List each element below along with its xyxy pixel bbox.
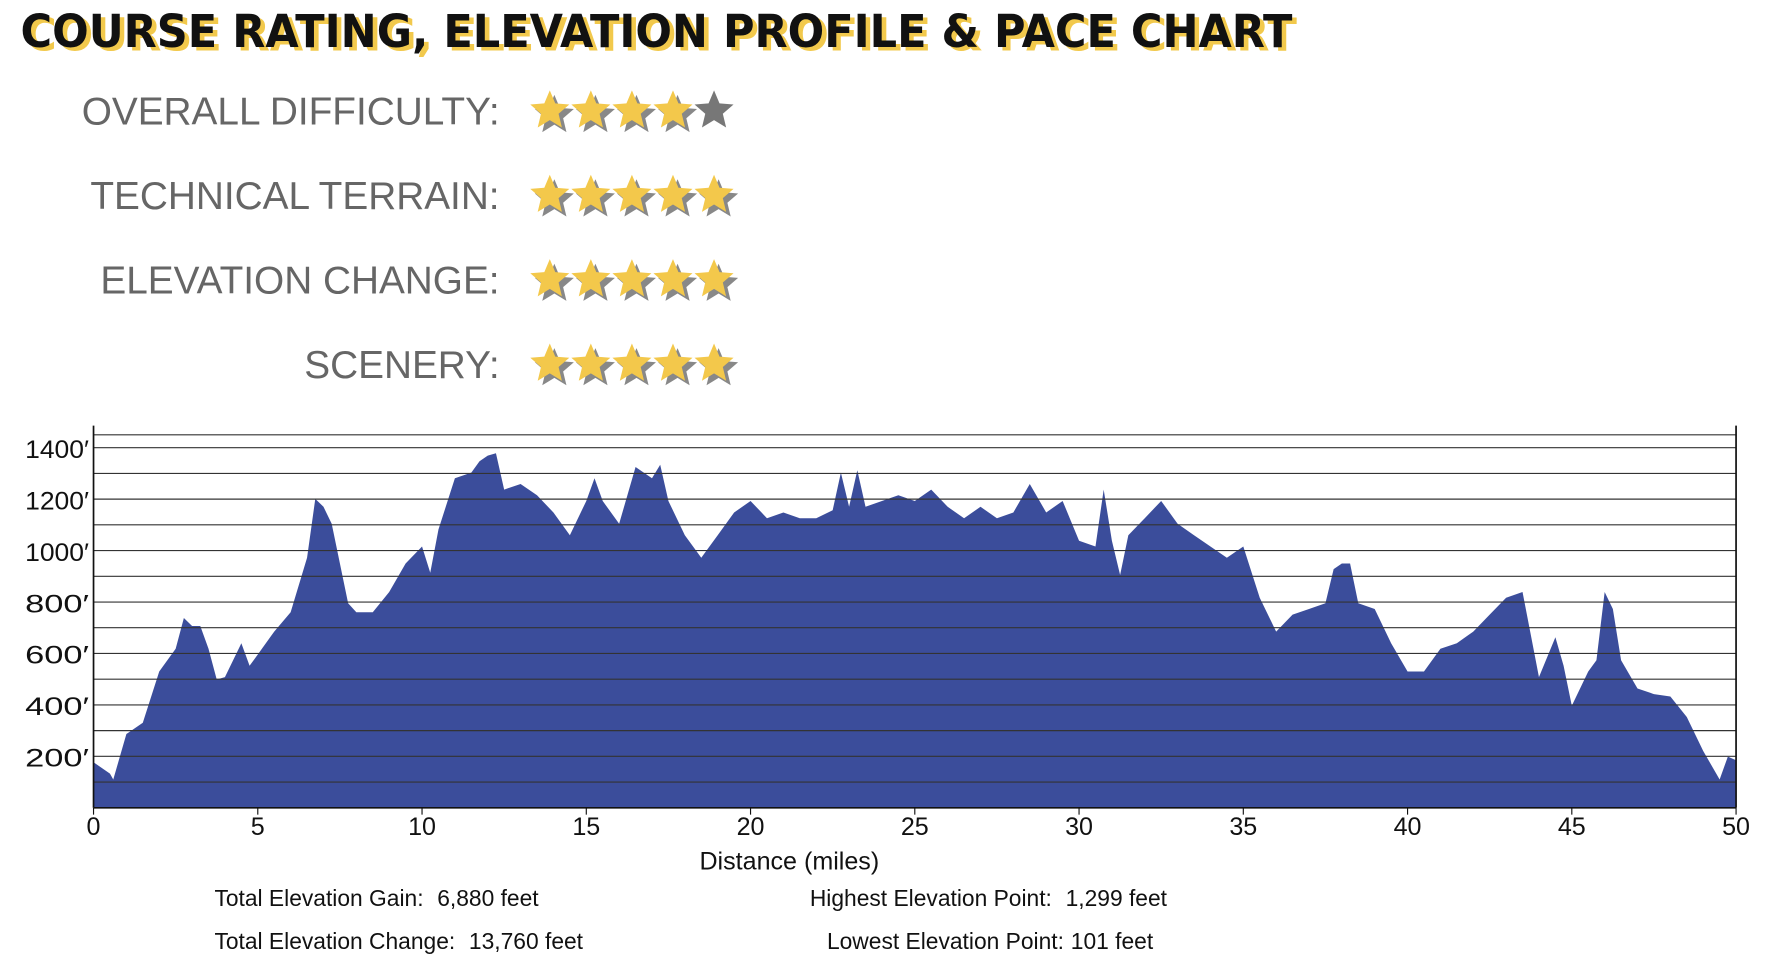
stat-value: 1,299 feet xyxy=(1066,885,1168,911)
x-tick-label: 35 xyxy=(1229,813,1257,841)
rating-label: ELEVATION CHANGE: xyxy=(100,259,499,302)
y-tick-label: 1000′ xyxy=(25,539,89,567)
stat-label: Total Elevation Gain: xyxy=(214,885,423,911)
stat: Lowest Elevation Point: 101 feet xyxy=(827,928,1154,954)
x-tick-label: 30 xyxy=(1065,813,1093,841)
star xyxy=(612,174,652,212)
y-tick-label: 400′ xyxy=(25,693,89,721)
x-tick-label: 0 xyxy=(87,813,101,841)
star xyxy=(530,343,570,381)
x-tick-label: 40 xyxy=(1394,813,1422,841)
y-tick-label: 200′ xyxy=(25,745,89,773)
rating-label: SCENERY: xyxy=(304,344,499,387)
elevation-area xyxy=(93,453,1737,808)
star xyxy=(571,259,611,297)
x-tick-label: 50 xyxy=(1722,813,1750,841)
x-tick-label: 5 xyxy=(251,813,265,841)
ratings: OVERALL DIFFICULTY: TECHNICAL TERRAIN: ELE… xyxy=(82,90,739,387)
x-tick-label: 15 xyxy=(572,813,600,841)
stat-label: Highest Elevation Point: xyxy=(810,885,1052,911)
star xyxy=(653,174,693,212)
rating-label: TECHNICAL TERRAIN: xyxy=(90,175,499,218)
star xyxy=(571,90,611,128)
star xyxy=(612,343,652,381)
x-tick-label: 10 xyxy=(408,813,436,841)
stat-value: 13,760 feet xyxy=(469,928,584,954)
star xyxy=(612,259,652,297)
x-tick-label: 25 xyxy=(901,813,929,841)
rating-label: OVERALL DIFFICULTY: xyxy=(82,91,500,134)
star xyxy=(571,343,611,381)
star xyxy=(653,259,693,297)
stat-label: Total Elevation Change: xyxy=(214,928,455,954)
star xyxy=(694,259,734,297)
y-tick-label: 1200′ xyxy=(25,487,89,515)
star xyxy=(612,90,652,128)
stat-value: 101 feet xyxy=(1071,928,1154,954)
star xyxy=(571,174,611,212)
y-tick-label: 600′ xyxy=(25,642,89,670)
star xyxy=(530,259,570,297)
stat: Total Elevation Gain: 6,880 feet xyxy=(214,885,539,911)
stat: Total Elevation Change: 13,760 feet xyxy=(214,928,583,954)
title-shadow: COURSE RATING, ELEVATION PROFILE & PACE … xyxy=(25,8,1297,61)
title: COURSE RATING, ELEVATION PROFILE & PACE … xyxy=(21,5,1293,58)
star xyxy=(653,343,693,381)
y-tick-label: 1400′ xyxy=(25,436,89,464)
stat-label: Lowest Elevation Point: xyxy=(827,928,1064,954)
elevation-chart: 200′ 400′ 600′ 800′ 1000′ 1200′ 1400′ 0 5 10 15 20 2… xyxy=(25,425,1750,875)
stat-value: 6,880 feet xyxy=(437,885,539,911)
star xyxy=(653,90,693,128)
star xyxy=(530,174,570,212)
x-axis-label: Distance (miles) xyxy=(699,847,879,875)
star xyxy=(694,174,734,212)
x-tick-label: 20 xyxy=(737,813,765,841)
star-empty xyxy=(694,90,734,128)
stat: Highest Elevation Point: 1,299 feet xyxy=(810,885,1168,911)
star xyxy=(530,90,570,128)
y-tick-label: 800′ xyxy=(25,590,89,618)
star xyxy=(694,343,734,381)
x-tick-label: 45 xyxy=(1558,813,1586,841)
